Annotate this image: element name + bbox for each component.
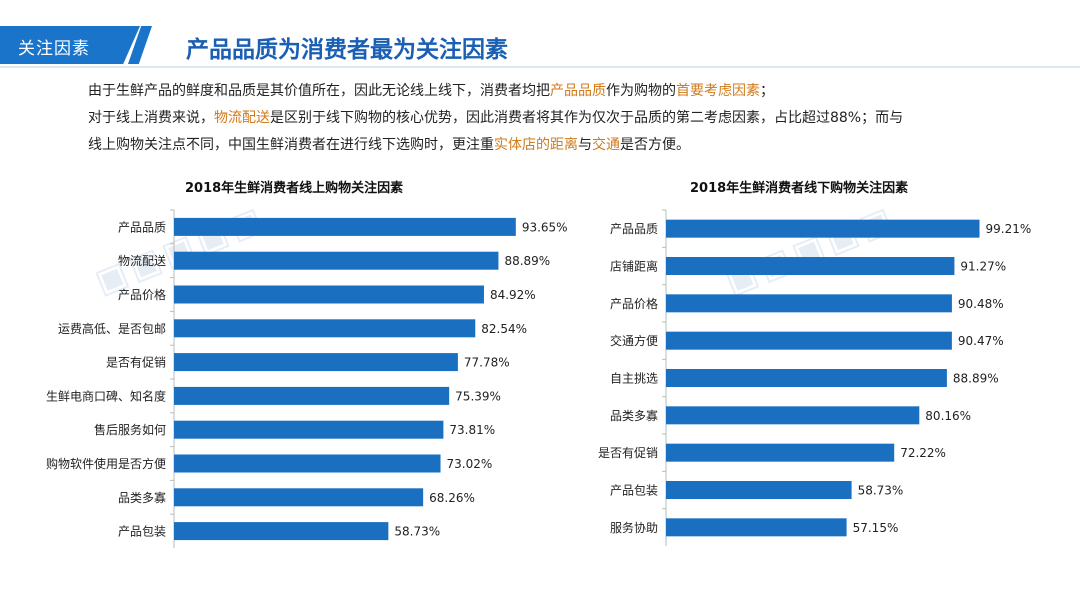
chart-online: 产品品质 93.65% 物流配送 88.89% 产品价格 84.92% 运费高低、是否包邮 8… [46, 209, 568, 548]
bar [174, 488, 424, 507]
intro-highlight: 首要考虑因素 [676, 83, 760, 99]
category-label: 自主挑选 [610, 372, 658, 386]
category-label: 售后服务如何 [94, 422, 166, 437]
category-label: 运费高低、是否包邮 [58, 321, 166, 336]
category-label: 是否有促销 [106, 356, 166, 370]
category-label: 产品包装 [610, 484, 658, 498]
intro-line-1: 由于生鲜产品的鲜度和品质是其价值所在，因此无论线上线下，消费者均把产品品质作为购… [88, 78, 1048, 105]
data-label: 72.22% [900, 446, 946, 460]
category-label: 服务协助 [610, 520, 658, 535]
category-label: 产品品质 [610, 222, 658, 236]
data-label: 84.92% [490, 288, 536, 302]
intro-text: ； [760, 83, 774, 99]
data-label: 88.89% [504, 254, 550, 268]
data-label: 58.73% [858, 484, 904, 498]
data-label: 90.47% [958, 334, 1004, 348]
bar [174, 353, 458, 372]
bar [174, 251, 499, 270]
bar [666, 481, 852, 499]
header: 关注因素 产品品质为消费者最为关注因素 [0, 0, 1080, 70]
bar [174, 420, 444, 439]
data-label: 57.15% [853, 521, 899, 535]
intro-text: 是区别于线下购物的核心优势，因此消费者将其作为仅次于品质的第二考虑因素，占比超过… [270, 110, 904, 126]
bar [666, 331, 952, 350]
category-label: 购物软件使用是否方便 [46, 456, 166, 471]
page-title: 产品品质为消费者最为关注因素 [186, 37, 508, 63]
bar [666, 406, 920, 425]
category-label: 生鲜电商口碑、知名度 [46, 388, 166, 403]
category-label: 物流配送 [118, 253, 166, 268]
category-label: 产品品质 [118, 220, 166, 234]
intro-line-2: 对于线上消费来说，物流配送是区别于线下购物的核心优势，因此消费者将其作为仅次于品… [88, 105, 1048, 132]
section-tag-label: 关注因素 [18, 39, 90, 59]
intro-line-3: 线上购物关注点不同，中国生鲜消费者在进行线下选购时，更注重实体店的距离与交通是否… [88, 132, 1048, 159]
category-label: 店铺距离 [610, 259, 658, 274]
category-label: 是否有促销 [598, 446, 658, 460]
intro-highlight: 物流配送 [214, 110, 270, 126]
intro-highlight: 交通 [592, 137, 620, 153]
data-label: 99.21% [986, 222, 1032, 236]
bar [174, 386, 450, 405]
intro-text: 由于生鲜产品的鲜度和品质是其价值所在，因此无论线上线下，消费者均把 [88, 83, 550, 99]
category-label: 品类多寡 [610, 408, 658, 423]
category-label: 品类多寡 [118, 490, 166, 505]
data-label: 73.81% [449, 423, 495, 437]
data-label: 93.65% [522, 220, 568, 234]
intro-text: 对于线上消费来说， [88, 110, 214, 126]
chart-title-online: 2018年生鲜消费者线上购物关注因素 [185, 181, 404, 196]
data-label: 75.39% [455, 389, 501, 403]
data-label: 80.16% [925, 409, 971, 423]
intro-text: 与 [578, 137, 592, 153]
chart-offline: 产品品质 99.21% 店铺距离 91.27% 产品价格 90.48% 交通方便 90.47%… [598, 209, 1032, 546]
bar [666, 443, 895, 462]
intro-text: 是否方便。 [620, 137, 690, 153]
bar [174, 319, 476, 338]
bar [174, 454, 441, 473]
category-label: 产品价格 [610, 296, 658, 311]
data-label: 82.54% [481, 322, 527, 336]
data-label: 73.02% [447, 457, 493, 471]
intro-paragraph: 由于生鲜产品的鲜度和品质是其价值所在，因此无论线上线下，消费者均把产品品质作为购… [88, 78, 1048, 159]
section-tag [0, 26, 140, 64]
intro-text: 作为购物的 [606, 83, 676, 99]
category-label: 交通方便 [610, 333, 658, 348]
intro-highlight: 产品品质 [550, 83, 606, 99]
bar [666, 518, 847, 537]
bar [666, 294, 952, 313]
bar [174, 217, 516, 236]
data-label: 90.48% [958, 297, 1004, 311]
bar [666, 257, 955, 275]
intro-text: 线上购物关注点不同，中国生鲜消费者在进行线下选购时，更注重 [88, 137, 494, 153]
data-label: 77.78% [464, 356, 510, 370]
bar [174, 285, 484, 304]
header-divider [0, 66, 1080, 68]
data-label: 68.26% [429, 491, 475, 505]
chart-title-offline: 2018年生鲜消费者线下购物关注因素 [690, 181, 909, 196]
data-label: 88.89% [953, 372, 999, 386]
bar [666, 369, 947, 387]
intro-highlight: 实体店的距离 [494, 137, 578, 153]
bar [666, 219, 980, 238]
bar [174, 522, 389, 541]
data-label: 91.27% [960, 260, 1006, 274]
data-label: 58.73% [394, 525, 440, 539]
category-label: 产品包装 [118, 525, 166, 539]
category-label: 产品价格 [118, 287, 166, 302]
